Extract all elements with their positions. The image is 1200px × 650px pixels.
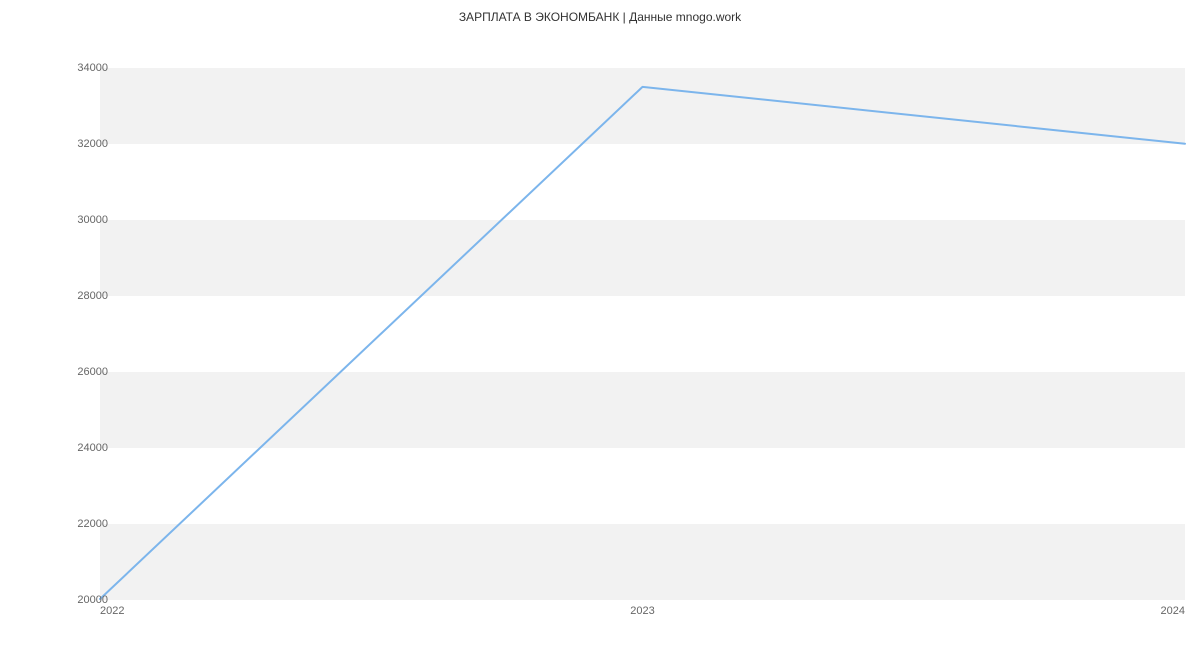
series-line [100, 87, 1185, 599]
y-axis-tick-label: 22000 [77, 518, 108, 530]
y-axis-tick-label: 28000 [77, 290, 108, 302]
y-axis-tick-label: 34000 [77, 62, 108, 74]
chart-container: ЗАРПЛАТА В ЭКОНОМБАНК | Данные mnogo.wor… [0, 0, 1200, 650]
line-layer [100, 30, 1185, 599]
chart-title: ЗАРПЛАТА В ЭКОНОМБАНК | Данные mnogo.wor… [0, 10, 1200, 24]
y-axis-tick-label: 30000 [77, 214, 108, 226]
plot-area [100, 30, 1185, 600]
y-axis-tick-label: 32000 [77, 138, 108, 150]
x-axis-tick-label: 2024 [1161, 605, 1185, 617]
x-axis-tick-label: 2022 [100, 605, 124, 617]
y-axis-tick-label: 26000 [77, 366, 108, 378]
y-axis-tick-label: 24000 [77, 442, 108, 454]
x-axis-tick-label: 2023 [630, 605, 654, 617]
